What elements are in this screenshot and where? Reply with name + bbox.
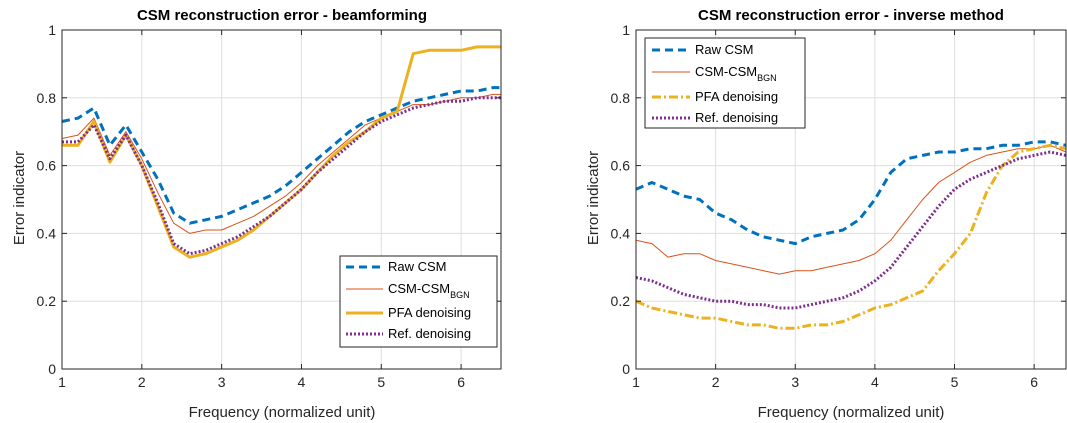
chart-title: CSM reconstruction error - beamforming (137, 7, 427, 24)
y-axis-label: Error indicator (11, 151, 28, 245)
plot-area: 1 2 3 4 5 6 0 0.2 0.4 0.6 0.8 1 (37, 22, 502, 390)
series-line-csm-bgn (635, 144, 1067, 275)
legend-label-csm-bgn-main: CSM-CSM (388, 281, 450, 296)
x-tick-label: 6 (457, 374, 465, 390)
series-line-csm-bgn (61, 93, 501, 234)
y-tick-label: 0.2 (37, 293, 57, 309)
chart-inverse-method: CSM reconstruction error - inverse metho… (585, 7, 1067, 421)
y-tick-label: 1 (622, 22, 630, 38)
x-tick-label: 3 (791, 374, 799, 390)
legend-label-csm-bgn: CSM-CSMBGN (388, 281, 470, 300)
y-tick-label: 0 (48, 361, 56, 377)
plot-area: 1 2 3 4 5 6 0 0.2 0.4 0.6 0.8 1 (611, 22, 1067, 390)
legend-label-pfa: PFA denoising (695, 89, 778, 104)
x-axis-label: Frequency (normalized unit) (189, 404, 376, 421)
legend-label-csm-bgn: CSM-CSMBGN (695, 64, 777, 83)
series-line-pfa-denoising (635, 143, 1067, 330)
y-tick-label: 0.6 (37, 158, 57, 174)
legend-label-raw-csm: Raw CSM (388, 259, 447, 274)
legend-label-ref: Ref. denoising (388, 326, 471, 341)
axes-frame (635, 29, 1067, 370)
x-axis-label: Frequency (normalized unit) (758, 404, 945, 421)
x-tick-label: 2 (138, 374, 146, 390)
y-tick-label: 0.4 (611, 225, 631, 241)
x-tick-label: 5 (951, 374, 959, 390)
series-line-ref-denoising (62, 96, 501, 256)
series-line-raw-csm (635, 140, 1067, 246)
legend-label-pfa: PFA denoising (388, 305, 471, 320)
axes-frame (61, 29, 502, 370)
y-axis-label: Error indicator (585, 151, 602, 245)
legend-label-csm-bgn-main: CSM-CSM (695, 64, 757, 79)
x-tick-label: 4 (871, 374, 879, 390)
y-tick-label: 1 (48, 22, 56, 38)
x-tick-label: 2 (712, 374, 720, 390)
x-tick-label: 3 (218, 374, 226, 390)
legend-label-csm-bgn-sub: BGN (757, 73, 777, 83)
chart-title: CSM reconstruction error - inverse metho… (698, 7, 1004, 24)
legend-label-raw-csm: Raw CSM (695, 42, 754, 57)
x-tick-label: 6 (1030, 374, 1038, 390)
legend-label-ref: Ref. denoising (695, 110, 778, 125)
legend-label-csm-bgn-sub: BGN (450, 290, 470, 300)
series-line-raw-csm (61, 86, 501, 225)
y-tick-label: 0.8 (611, 90, 631, 106)
y-tick-label: 0 (622, 361, 630, 377)
legend: Raw CSM CSM-CSMBGN PFA denoising Ref. de… (339, 255, 498, 348)
x-tick-label: 5 (377, 374, 385, 390)
x-tick-label: 1 (58, 374, 66, 390)
chart-beamforming: CSM reconstruction error - beamforming E… (11, 7, 502, 421)
series-line-ref-denoising (635, 150, 1067, 310)
y-tick-label: 0.6 (611, 158, 631, 174)
y-tick-label: 0.4 (37, 225, 57, 241)
y-tick-label: 0.8 (37, 90, 57, 106)
legend: Raw CSM CSM-CSMBGN PFA denoising Ref. de… (644, 37, 806, 129)
x-tick-label: 4 (298, 374, 306, 390)
y-tick-label: 0.2 (611, 293, 631, 309)
x-tick-label: 1 (632, 374, 640, 390)
